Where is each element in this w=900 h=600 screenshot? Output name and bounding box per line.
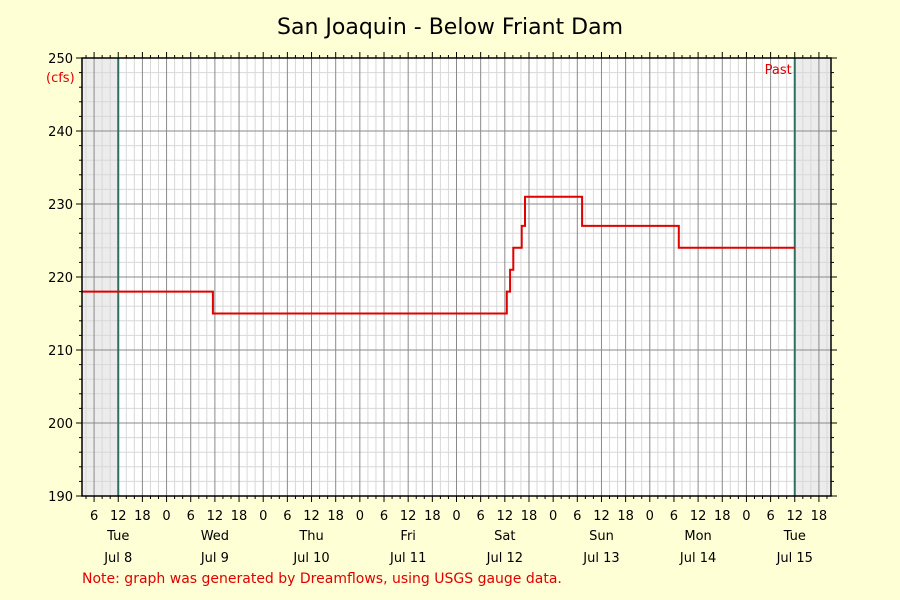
series-line-1	[82, 195, 795, 315]
x-date-label: Jul 9	[200, 551, 229, 566]
y-tick-label: 240	[48, 125, 73, 140]
x-tick-label: 12	[110, 509, 127, 524]
x-day-label: Fri	[400, 529, 416, 544]
x-date-label: Jul 14	[679, 551, 716, 566]
y-tick-label: 210	[48, 344, 73, 359]
x-tick-label: 12	[497, 509, 514, 524]
x-tick-label: 18	[617, 509, 634, 524]
x-tick-label: 6	[380, 509, 388, 524]
x-date-label: Jul 11	[389, 551, 426, 566]
x-tick-label: 6	[187, 509, 195, 524]
x-tick-label: 0	[162, 509, 170, 524]
x-tick-label: 18	[327, 509, 344, 524]
x-tick-label: 18	[231, 509, 248, 524]
y-tick-label: 230	[48, 198, 73, 213]
x-day-label: Tue	[783, 529, 806, 544]
x-tick-label: 6	[573, 509, 581, 524]
x-date-label: Jul 13	[582, 551, 619, 566]
x-tick-label: 18	[134, 509, 151, 524]
y-tick-label: 250	[48, 52, 73, 67]
x-tick-label: 18	[424, 509, 441, 524]
x-tick-label: 0	[646, 509, 654, 524]
x-day-label: Thu	[298, 529, 323, 544]
x-date-label: Jul 8	[103, 551, 132, 566]
x-date-label: Jul 10	[292, 551, 329, 566]
x-day-label: Mon	[684, 529, 711, 544]
x-date-label: Jul 12	[486, 551, 523, 566]
x-tick-label: 18	[811, 509, 828, 524]
y-axis-unit: (cfs)	[46, 71, 75, 86]
x-tick-label: 0	[452, 509, 460, 524]
x-day-label: Sun	[589, 529, 614, 544]
x-tick-label: 12	[303, 509, 320, 524]
x-tick-label: 0	[742, 509, 750, 524]
x-tick-label: 12	[786, 509, 803, 524]
x-tick-label: 12	[207, 509, 224, 524]
x-tick-label: 0	[259, 509, 267, 524]
chart-title: San Joaquin - Below Friant Dam	[277, 15, 623, 40]
x-tick-label: 6	[283, 509, 291, 524]
x-date-label: Jul 15	[776, 551, 813, 566]
x-tick-label: 18	[521, 509, 538, 524]
x-day-label: Sat	[494, 529, 515, 544]
x-tick-label: 0	[549, 509, 557, 524]
past-label: Past	[765, 63, 792, 78]
x-day-label: Wed	[201, 529, 229, 544]
x-tick-label: 12	[400, 509, 417, 524]
x-tick-label: 12	[690, 509, 707, 524]
footer-note: Note: graph was generated by Dreamflows,…	[82, 571, 562, 587]
y-tick-label: 200	[48, 417, 73, 432]
x-tick-label: 6	[766, 509, 774, 524]
x-tick-label: 0	[356, 509, 364, 524]
y-tick-label: 190	[48, 490, 73, 505]
x-tick-label: 12	[593, 509, 610, 524]
y-tick-label: 220	[48, 271, 73, 286]
x-tick-label: 6	[670, 509, 678, 524]
x-tick-label: 6	[90, 509, 98, 524]
x-tick-label: 18	[714, 509, 731, 524]
x-tick-label: 6	[477, 509, 485, 524]
x-day-label: Tue	[106, 529, 129, 544]
